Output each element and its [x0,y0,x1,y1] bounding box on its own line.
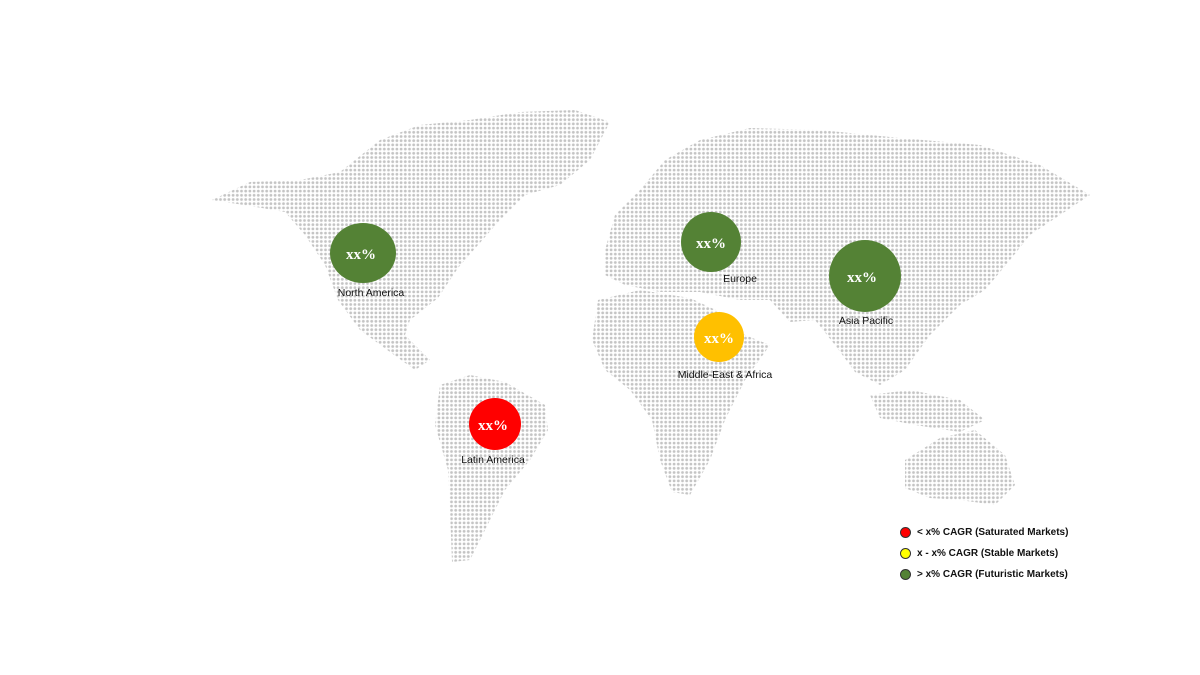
region-label: Asia Pacific [839,315,893,327]
region-label: Latin America [461,454,525,466]
region-label: North America [338,287,405,299]
continent-africa [592,290,770,495]
red-dot-icon [900,527,911,538]
continent-australia [905,430,1015,505]
legend-item-saturated: < x% CAGR (Saturated Markets) [900,522,1068,543]
bubble-value: xx% [704,331,734,347]
bubble-value: xx% [696,236,726,252]
legend: < x% CAGR (Saturated Markets) x - x% CAG… [900,522,1068,585]
bubble-value: xx% [847,270,877,286]
legend-item-stable: x - x% CAGR (Stable Markets) [900,543,1068,564]
legend-item-futuristic: > x% CAGR (Futuristic Markets) [900,564,1068,585]
legend-label: > x% CAGR (Futuristic Markets) [917,569,1068,580]
legend-label: < x% CAGR (Saturated Markets) [917,527,1069,538]
bubble-latin-america[interactable]: xx% Latin America [461,398,525,466]
region-label: Europe [723,273,757,285]
bubble-middle-east-africa[interactable]: xx% Middle-East & Africa [678,312,773,381]
yellow-dot-icon [900,548,911,559]
bubble-value: xx% [346,247,376,263]
bubble-europe[interactable]: xx% Europe [681,212,757,285]
region-label: Middle-East & Africa [678,369,773,381]
green-dot-icon [900,569,911,580]
bubble-asia-pacific[interactable]: xx% Asia Pacific [829,240,901,327]
bubble-north-america[interactable]: xx% North America [330,223,404,299]
bubble-value: xx% [478,418,508,434]
continent-southeast-asia [870,390,985,432]
legend-label: x - x% CAGR (Stable Markets) [917,548,1059,559]
continent-north-america [212,110,610,370]
